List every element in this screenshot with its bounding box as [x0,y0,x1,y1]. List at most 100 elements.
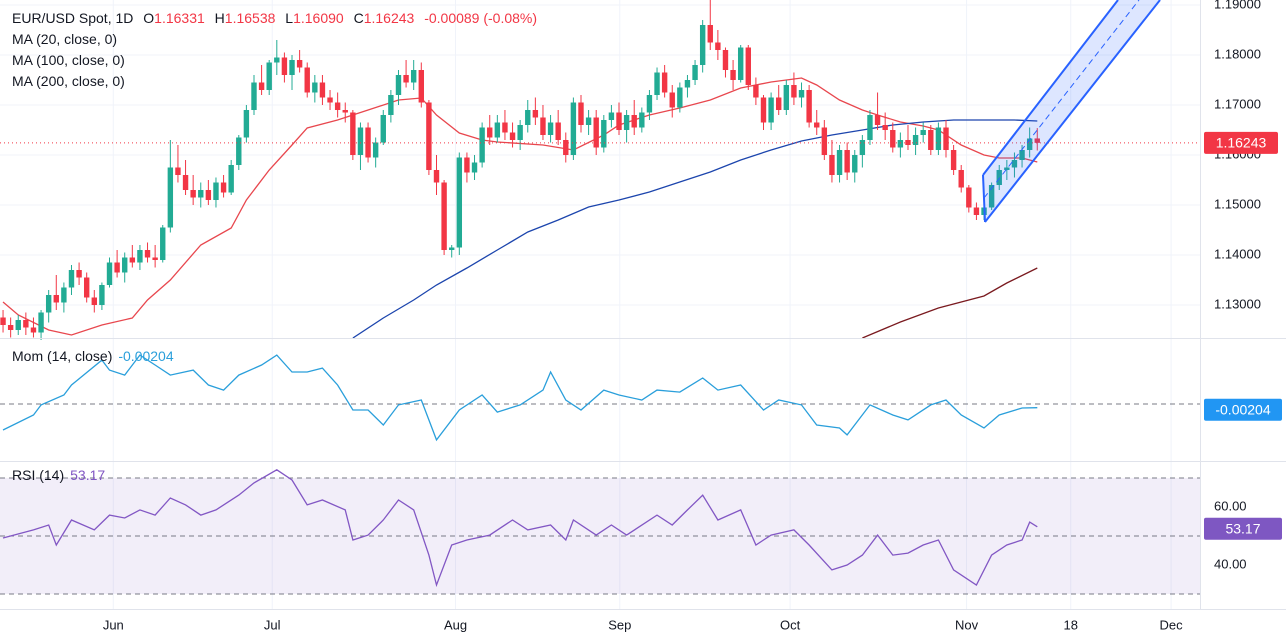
candle-body [296,60,303,68]
candle-body [76,270,82,278]
indicator-legend[interactable]: Mom (14, close) -0.00204 [12,348,180,364]
price-badge-label: 1.16243 [1216,135,1267,151]
legend-entry[interactable]: MA (100, close, 0) [12,52,131,68]
candle-body [867,115,873,140]
candle-body [1004,167,1010,170]
candle-body [449,247,455,250]
candle-body [487,127,493,138]
candle-body [722,50,729,70]
legend-text: MA (100, close, 0) [12,52,125,68]
candle-body [122,257,128,273]
candle-body [988,185,995,208]
candle-body [852,155,858,173]
candle-body [806,90,812,123]
candle-body [707,25,713,43]
candle-body [753,85,759,98]
candle-body [494,122,501,138]
candle-body [1011,160,1018,168]
candle-body [798,90,805,98]
candle-body [814,122,820,128]
candle-body [996,170,1002,185]
candle-body [783,85,790,110]
candle-body [570,102,577,155]
candle-body [38,312,44,333]
ohlc-value: 1.16538 [224,10,276,26]
candle-body [502,122,508,133]
candle-body [509,132,516,140]
candle-body [471,162,478,173]
x-tick-label: Dec [1160,617,1184,632]
candle-body [251,82,257,110]
candle-body [479,127,485,163]
candle-body [7,325,14,330]
indicator-name: Mom (14, close) [12,348,113,364]
candle-body [829,155,835,175]
candle-body [236,137,242,165]
candle-body [966,187,972,208]
candle-body [935,127,942,150]
candle-body [91,297,97,305]
line-series [352,119,1038,338]
candle-body [631,115,637,128]
candle-body [395,75,402,95]
ohlc-value: 1.16090 [293,10,344,26]
candle-body [737,47,744,80]
candle-body [167,167,174,228]
candle-body [958,170,964,188]
candle-body [464,157,470,173]
candle-body [578,102,584,125]
ohlc-key: O [143,10,155,26]
candle-body [920,130,926,135]
legend-entry[interactable]: MA (200, close, 0) [12,73,131,89]
price-badge [1204,398,1282,421]
channel-upper [982,0,1119,176]
candle-body [912,135,919,145]
candle-body [1026,138,1033,150]
candle-body [30,327,37,333]
candle-body [175,167,181,175]
price-badge-label: 53.17 [1225,520,1260,536]
candle-body [882,125,888,130]
candle-body [715,42,721,50]
legend-entry[interactable]: MA (20, close, 0) [12,31,123,47]
x-tick-label: Jun [103,617,124,632]
candle-body [380,115,386,143]
candle-body [160,227,166,260]
candle-body [152,257,158,260]
line-series [2,77,1038,336]
legend-text: MA (200, close, 0) [12,73,125,89]
y-tick-label: 1.14000 [1214,246,1261,261]
candle-body [555,122,561,140]
candle-body [205,190,212,200]
candle-body [433,170,440,183]
channel-edge [982,174,986,223]
x-tick-label: 18 [1063,617,1077,632]
x-tick-label: Oct [780,617,801,632]
candle-body [950,150,957,170]
candle-body [220,182,227,193]
x-tick-label: Jul [264,617,281,632]
candle-body [776,97,782,110]
candle-body [692,65,698,80]
candle-body [357,127,364,155]
candle-body [791,85,797,98]
ohlc-value: 1.16331 [154,10,205,26]
line-series [862,267,1038,338]
candle-body [319,82,326,98]
indicator-legend[interactable]: RSI (14) 53.17 [12,467,111,483]
candle-body [61,287,67,303]
candle-body [897,140,904,148]
candle-body [418,70,424,103]
candle-body [1034,138,1040,143]
candle-body [243,110,250,138]
candle-body [639,112,645,128]
candle-body [699,25,706,65]
candle-body [517,125,523,140]
candle-body [890,130,896,148]
y-tick-label: 1.18000 [1214,46,1261,61]
candle-body [859,140,866,155]
candle-body [821,127,828,155]
candle-body [540,117,546,135]
grid [0,0,1200,609]
